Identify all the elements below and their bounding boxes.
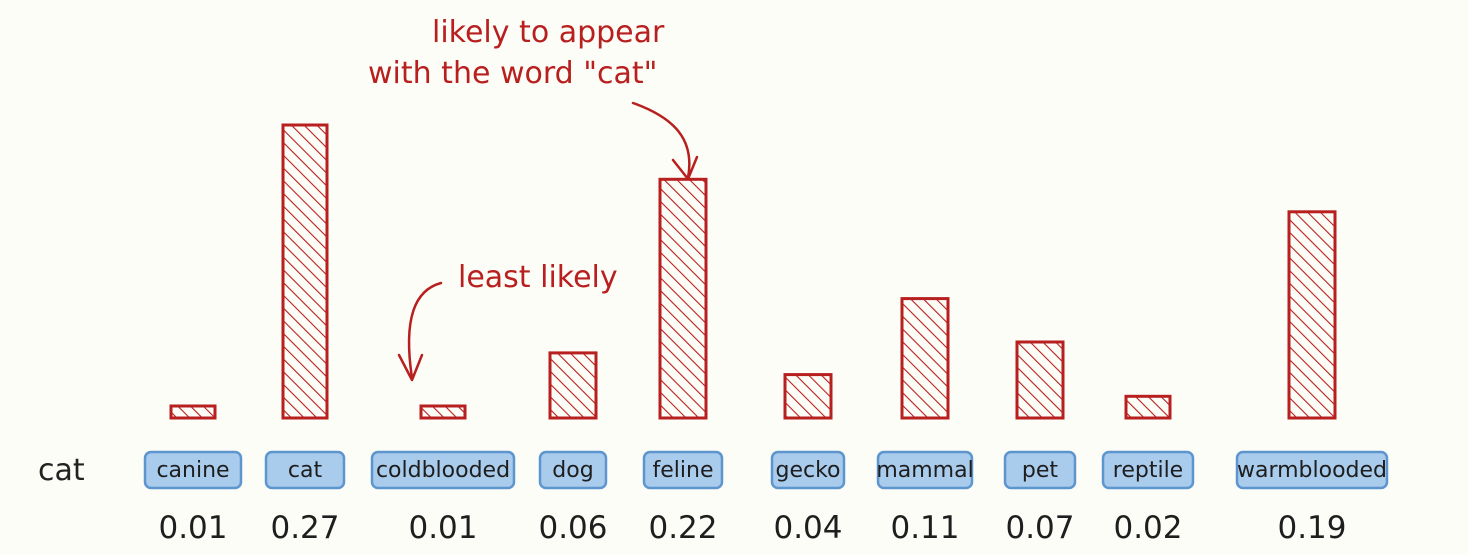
bar-pet: [1015, 340, 1065, 420]
word-chip-feline: feline: [642, 450, 724, 490]
word-chip-bg-mammal: [876, 450, 974, 490]
word-chip-canine: canine: [143, 450, 243, 490]
value-label-mammal: 0.11: [890, 510, 959, 546]
annotation-likely: likely to appear with the word "cat": [368, 15, 699, 181]
word-chip-bg-warmblooded: [1235, 450, 1389, 490]
bar-mammal: [900, 297, 950, 420]
value-label-pet: 0.07: [1005, 510, 1074, 546]
value-label-reptile: 0.02: [1113, 510, 1182, 546]
bar-dog: [548, 351, 598, 420]
word-chip-bg-coldblooded: [370, 450, 516, 490]
annotation-least-line-1: least likely: [458, 260, 618, 295]
value-label-dog: 0.06: [538, 510, 607, 546]
value-label-canine: 0.01: [158, 510, 227, 546]
bar-gecko: [783, 373, 833, 420]
annotation-least: least likely: [397, 260, 618, 382]
bar-feline: [658, 177, 708, 420]
category-label-reptile: reptile: [1113, 458, 1183, 483]
word-chip-coldblooded: coldblooded: [370, 450, 516, 490]
category-label-warmblooded: warmblooded: [1237, 458, 1387, 483]
value-label-warmblooded: 0.19: [1277, 510, 1346, 546]
category-label-feline: feline: [653, 458, 714, 483]
bar-cat: [281, 123, 329, 420]
category-label-pet: pet: [1022, 458, 1059, 483]
word-chip-cat: cat: [264, 450, 346, 490]
bars-layer: [169, 123, 1337, 420]
word-chip-reptile: reptile: [1101, 450, 1195, 490]
word-chip-pet: pet: [1003, 450, 1077, 490]
category-label-coldblooded: coldblooded: [376, 458, 510, 483]
word-chip-bg-gecko: [770, 450, 846, 490]
bar-coldblooded: [419, 404, 467, 420]
word-chip-bg-cat: [264, 450, 346, 490]
word-chip-gecko: gecko: [770, 450, 846, 490]
annotation-likely-line-2: with the word "cat": [368, 56, 657, 91]
word-chip-bg-reptile: [1101, 450, 1195, 490]
category-label-mammal: mammal: [876, 458, 973, 483]
word-chip-bg-canine: [143, 450, 243, 490]
bar-warmblooded: [1287, 210, 1337, 420]
word-chips-layer: canine cat coldblooded dog feline gecko mammal…: [143, 450, 1389, 490]
category-label-gecko: gecko: [775, 458, 840, 483]
word-chip-dog: dog: [538, 450, 608, 490]
word-chip-warmblooded: warmblooded: [1235, 450, 1389, 490]
bar-reptile: [1124, 394, 1172, 420]
row-label: cat: [38, 453, 85, 488]
value-labels-layer: 0.01 0.27 0.01 0.06 0.22 0.04 0.11 0.07 0.02 0.19: [158, 510, 1346, 546]
word-chip-mammal: mammal: [876, 450, 974, 490]
word-chip-bg-dog: [538, 450, 608, 490]
value-label-coldblooded: 0.01: [408, 510, 477, 546]
word-chip-bg-feline: [642, 450, 724, 490]
annotation-likely-line-1: likely to appear: [432, 15, 665, 50]
category-label-dog: dog: [552, 458, 593, 483]
value-label-feline: 0.22: [648, 510, 717, 546]
value-label-gecko: 0.04: [773, 510, 842, 546]
annotation-likely-arrow: [631, 101, 699, 181]
category-label-canine: canine: [156, 458, 229, 483]
word-chip-bg-pet: [1003, 450, 1077, 490]
category-label-cat: cat: [288, 458, 323, 483]
value-label-cat: 0.27: [270, 510, 339, 546]
bar-canine: [169, 404, 217, 420]
annotation-least-arrow: [397, 281, 443, 382]
